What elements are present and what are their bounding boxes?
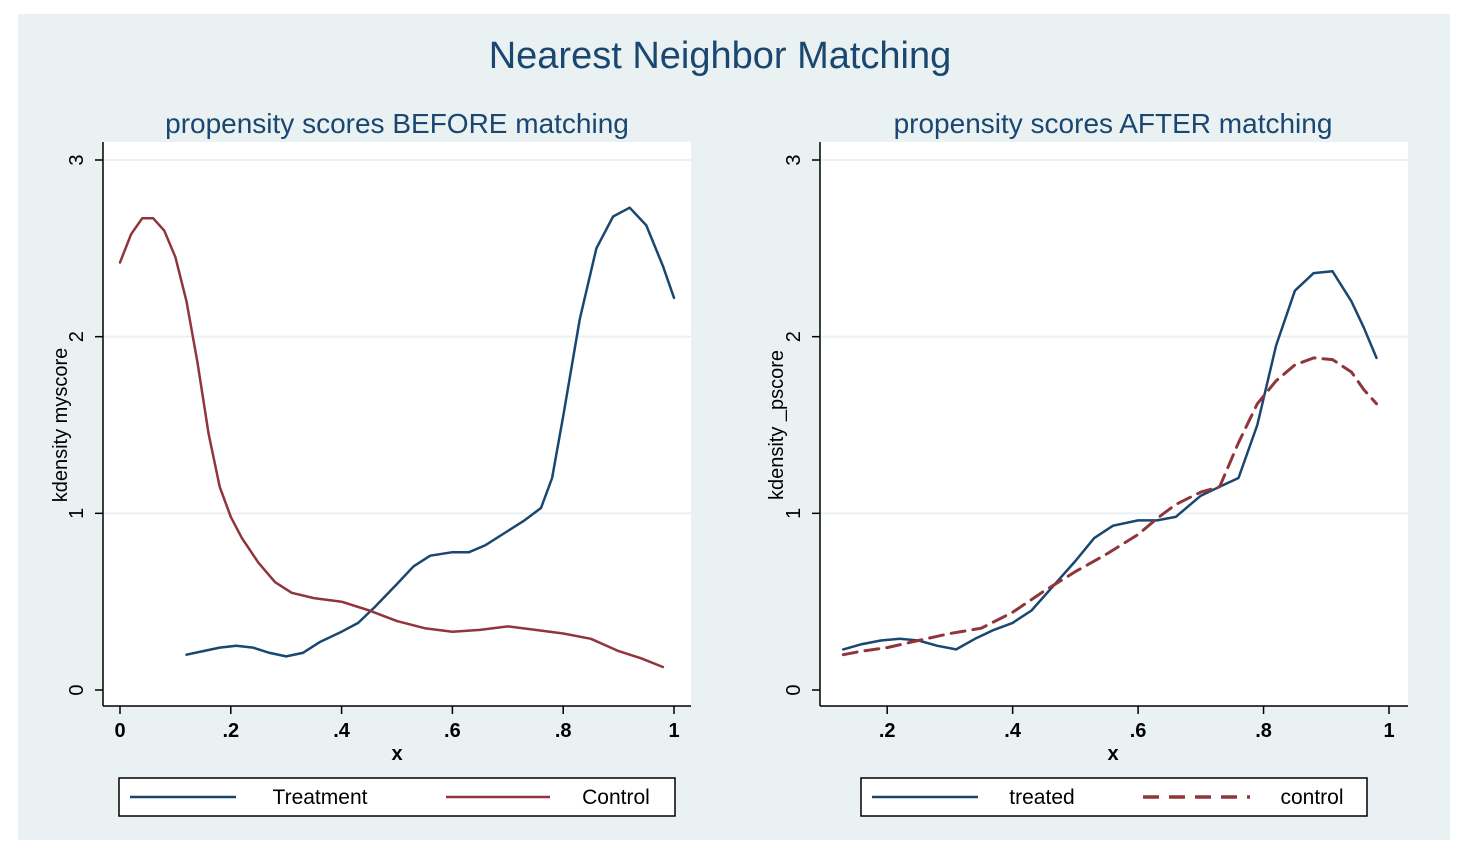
panel-after-matching: 0 1 2 3 .2 .4 .6 .8 1 propensity scores AFTER mat… [766, 108, 1408, 817]
x-tick-label: .6 [1130, 720, 1147, 742]
x-tick-label: .6 [444, 720, 461, 742]
y-tick-label: 1 [66, 508, 88, 519]
legend-label: treated [1009, 786, 1074, 809]
y-tick-label: 0 [783, 684, 805, 695]
plot-area [820, 142, 1408, 706]
x-tick-label: .8 [555, 720, 572, 742]
y-tick-label: 3 [66, 154, 88, 165]
panel-title: propensity scores BEFORE matching [165, 108, 629, 139]
x-tick-label: 1 [1383, 720, 1394, 742]
y-tick-label: 2 [66, 331, 88, 342]
y-tick-label: 1 [783, 508, 805, 519]
panel-before-matching: 0 1 2 3 0 .2 .4 .6 .8 1 propensity scores BEFORE m… [50, 108, 691, 817]
x-axis-label: x [391, 743, 402, 765]
series-line-treated [842, 270, 1378, 651]
series-line-control [118, 217, 665, 669]
y-axis-label: kdensity myscore [50, 348, 72, 503]
panel-title: propensity scores AFTER matching [894, 108, 1333, 139]
legend-label: Treatment [273, 786, 368, 809]
x-tick-label: .4 [1004, 720, 1022, 742]
x-tick-label: .2 [879, 720, 896, 742]
x-tick-label: .2 [222, 720, 239, 742]
y-tick-label: 0 [66, 684, 88, 695]
x-tick-label: 0 [114, 720, 125, 742]
x-tick-label: 1 [668, 720, 679, 742]
y-tick-label: 2 [783, 331, 805, 342]
figure-title: Nearest Neighbor Matching [489, 35, 952, 77]
y-tick-label: 3 [783, 154, 805, 165]
y-axis-label: kdensity _pscore [766, 350, 788, 500]
x-axis-label: x [1107, 743, 1118, 765]
legend-label: Control [582, 786, 650, 809]
x-tick-label: .8 [1255, 720, 1272, 742]
x-tick-label: .4 [333, 720, 351, 742]
series-line-treatment [185, 206, 676, 658]
legend-label: control [1280, 786, 1343, 809]
series-line-control [841, 356, 1378, 657]
plot-area [103, 142, 691, 706]
